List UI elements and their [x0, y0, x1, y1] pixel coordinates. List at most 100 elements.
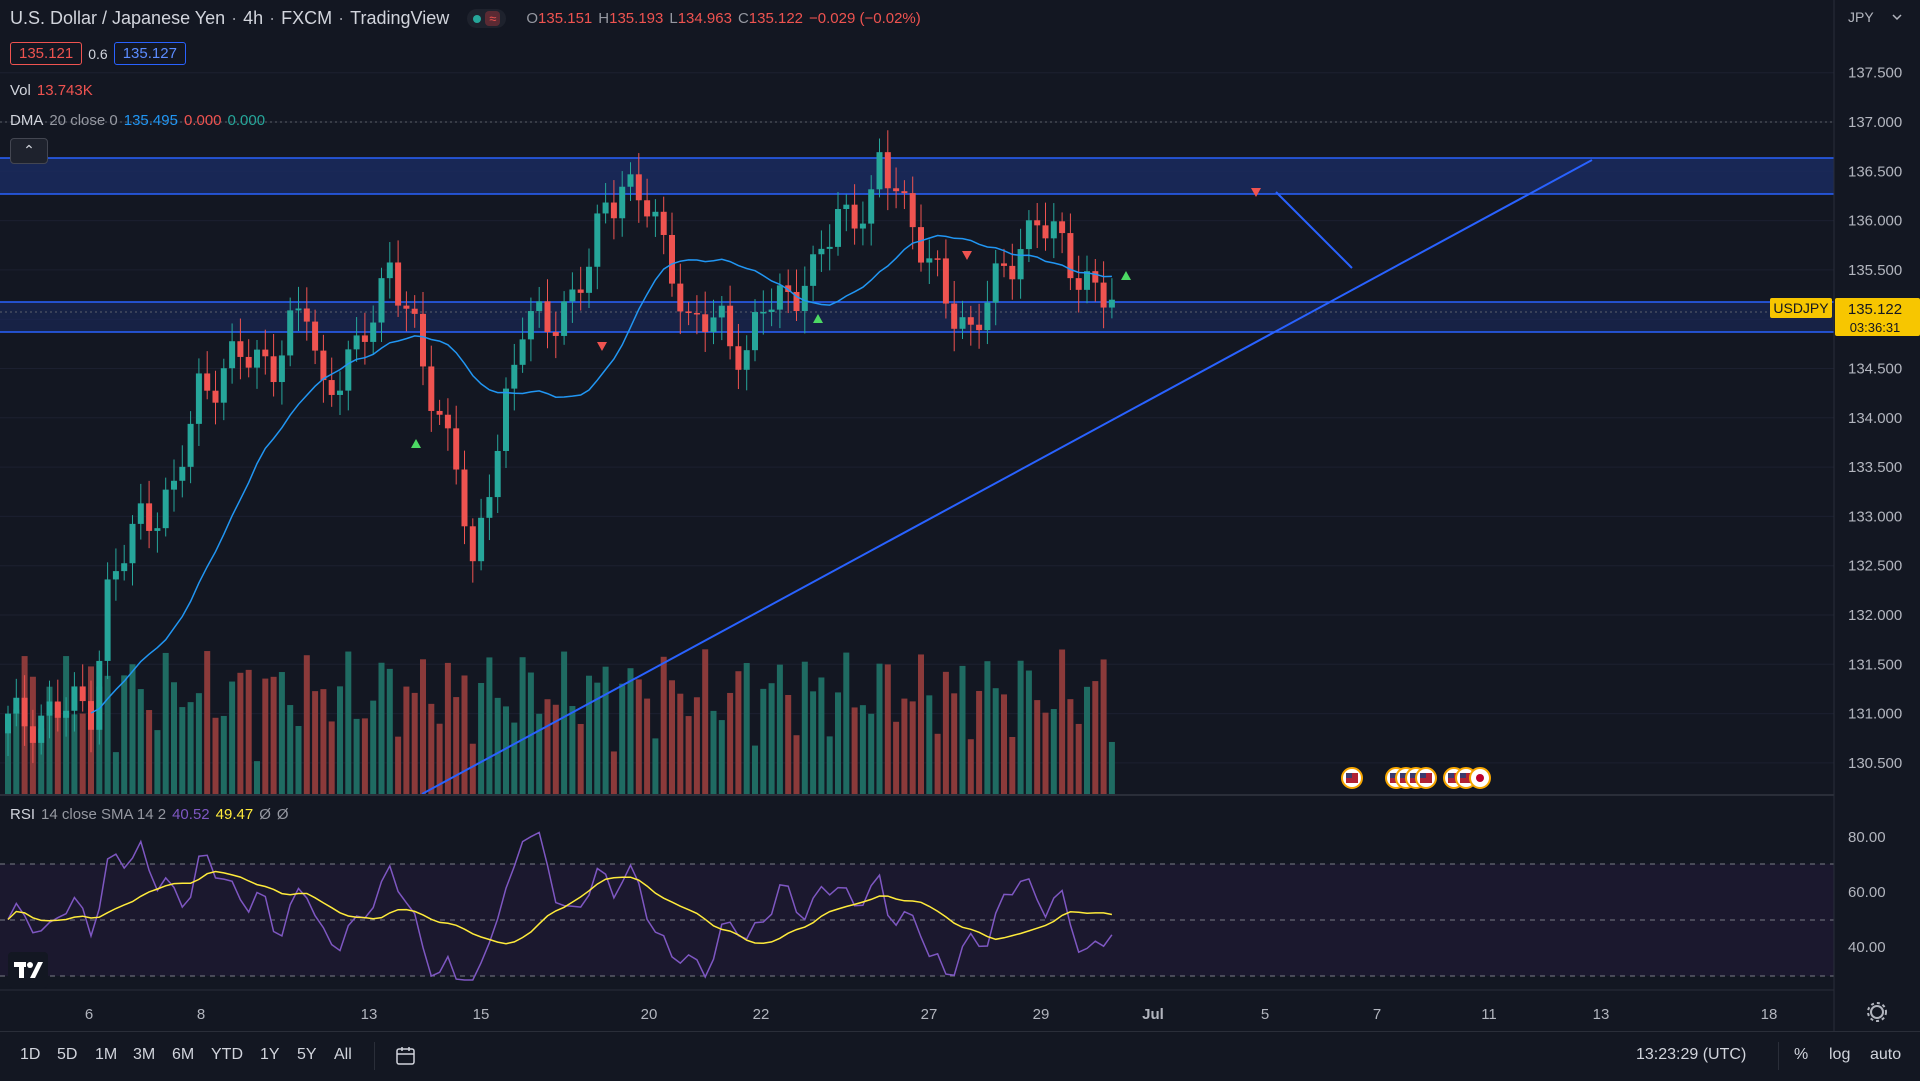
- interval-label[interactable]: 4h: [243, 8, 264, 28]
- timeframe-all[interactable]: All: [334, 1046, 352, 1063]
- time-axis[interactable]: 6 8 13 15 20 22 27 29 Jul 5 7 11 13 18: [85, 1006, 1778, 1023]
- timeframe-6m[interactable]: 6M: [172, 1046, 195, 1063]
- candle-body: [942, 258, 949, 304]
- candle-body: [1100, 282, 1107, 308]
- time-tick: 18: [1761, 1006, 1778, 1023]
- candle-body: [428, 366, 435, 411]
- buy-signal-icon: [813, 314, 823, 323]
- volume-bar: [1050, 709, 1057, 794]
- volume-bar: [602, 666, 609, 794]
- auto-toggle[interactable]: auto: [1870, 1046, 1902, 1063]
- volume-bar: [967, 739, 974, 794]
- rsi-axis[interactable]: 80.00 60.00 40.00: [1848, 829, 1886, 956]
- settings-gear-icon[interactable]: [1867, 1002, 1887, 1022]
- candle-body: [171, 480, 177, 490]
- candle-body: [13, 697, 20, 714]
- volume-bar: [586, 675, 592, 794]
- volume-bar: [519, 657, 526, 794]
- volume-bar: [262, 678, 269, 794]
- price-axis[interactable]: 137.500137.000136.500136.000135.500135.0…: [1848, 65, 1902, 772]
- candles: [5, 130, 1115, 764]
- tradingview-logo-icon: [14, 962, 43, 978]
- candle-body: [179, 466, 186, 481]
- volume-bar: [785, 694, 792, 794]
- price-tick: 137.500: [1848, 65, 1902, 82]
- candle-body: [776, 285, 783, 310]
- date-range-icon[interactable]: [394, 1045, 418, 1067]
- candle-body: [818, 248, 825, 255]
- volume-legend[interactable]: Vol 13.743K: [10, 82, 93, 99]
- symbol-title[interactable]: U.S. Dollar / Japanese Yen: [10, 8, 226, 28]
- candle-body: [586, 266, 592, 293]
- volume-bar: [436, 723, 443, 794]
- volume-bar: [411, 692, 418, 794]
- candle-body: [453, 428, 460, 470]
- timeframe-5y[interactable]: 5Y: [297, 1046, 317, 1063]
- candle-body: [1009, 265, 1016, 280]
- volume-bar: [1042, 712, 1049, 794]
- candle-body: [843, 204, 850, 210]
- volume-bar: [220, 715, 227, 794]
- volume-bar: [444, 662, 451, 794]
- collapse-legend-button[interactable]: ⌃: [10, 138, 48, 164]
- candle-body: [478, 517, 485, 562]
- candle-body: [295, 308, 302, 311]
- time-tick: 13: [1593, 1006, 1610, 1023]
- volume-bar: [569, 706, 576, 794]
- ask-button[interactable]: 135.127: [113, 42, 186, 65]
- candle-body: [503, 388, 509, 451]
- dma-params: 20 close 0: [49, 112, 118, 129]
- candle-body: [951, 303, 958, 329]
- dma-value-3: 0.000: [227, 112, 266, 129]
- candle-body: [88, 701, 94, 730]
- volume-bar: [951, 693, 958, 794]
- candle-body: [1017, 249, 1024, 280]
- last-price-value: 135.122: [1848, 301, 1902, 318]
- timeframe-1m[interactable]: 1M: [95, 1046, 118, 1063]
- volume-bar: [494, 697, 501, 794]
- volume-bar: [561, 651, 568, 794]
- volume-bar: [337, 686, 343, 794]
- tradingview-logo[interactable]: [8, 952, 48, 988]
- currency-label[interactable]: JPY: [1848, 9, 1874, 25]
- market-status-icon[interactable]: ≈: [467, 9, 507, 28]
- dma-legend[interactable]: DMA 20 close 0 135.495 0.000 0.000: [10, 112, 265, 129]
- event-icons[interactable]: [1341, 767, 1491, 789]
- candle-body: [884, 152, 891, 189]
- candle-body: [395, 262, 402, 306]
- percent-toggle[interactable]: %: [1794, 1046, 1809, 1063]
- volume-bar: [776, 664, 783, 794]
- resistance-zone: [0, 158, 1834, 194]
- timeframe-5d[interactable]: 5D: [57, 1046, 78, 1063]
- descending-trendline[interactable]: [1275, 191, 1353, 269]
- candle-body: [594, 213, 601, 267]
- ascending-trendline[interactable]: [421, 159, 1593, 795]
- candle-body: [561, 301, 568, 336]
- log-toggle[interactable]: log: [1829, 1046, 1851, 1063]
- rsi-legend[interactable]: RSI 14 close SMA 14 2 40.52 49.47 Ø Ø: [10, 806, 289, 823]
- clock-label[interactable]: 13:23:29 (UTC): [1636, 1046, 1747, 1063]
- timeframe-1d[interactable]: 1D: [20, 1046, 41, 1063]
- candle-body: [386, 262, 393, 279]
- timeframe-ytd[interactable]: YTD: [211, 1046, 243, 1063]
- timeframe-1y[interactable]: 1Y: [260, 1046, 280, 1063]
- flag-canton: [1460, 773, 1466, 778]
- volume-bar: [287, 705, 294, 794]
- volume-bar: [154, 730, 161, 794]
- volume-bar: [461, 675, 468, 794]
- timeframe-3m[interactable]: 3M: [133, 1046, 156, 1063]
- signals: [411, 188, 1261, 448]
- time-tick: 29: [1033, 1006, 1050, 1023]
- candle-body: [229, 341, 236, 369]
- volume-bar: [818, 677, 825, 794]
- volume-bar: [453, 697, 460, 794]
- volume-bar: [187, 702, 194, 794]
- candle-body: [577, 289, 584, 293]
- volume-bar: [868, 713, 875, 794]
- bid-button[interactable]: 135.121: [10, 42, 83, 65]
- volume-bar: [420, 659, 426, 794]
- candle-body: [760, 311, 767, 314]
- volume-bar: [760, 688, 767, 794]
- candle-body: [187, 423, 194, 467]
